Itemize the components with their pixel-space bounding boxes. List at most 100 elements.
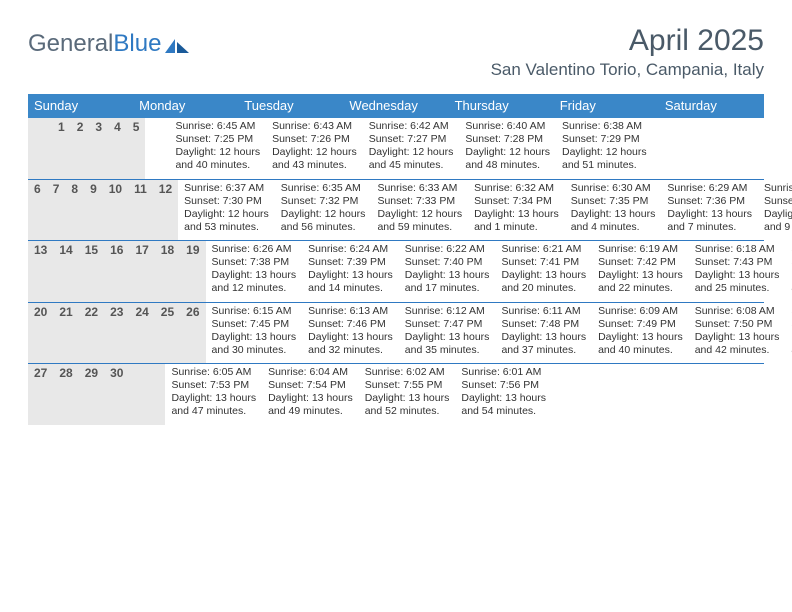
day-number: 16 (104, 241, 129, 302)
day-header-monday: Monday (133, 94, 238, 118)
day-number: 26 (180, 303, 205, 364)
weeks-container: 12345Sunrise: 6:45 AMSunset: 7:25 PMDayl… (28, 118, 764, 425)
day-header-row: Sunday Monday Tuesday Wednesday Thursday… (28, 94, 764, 118)
daylight-text-1: Daylight: 13 hours (695, 269, 780, 282)
day-number: 28 (53, 364, 78, 425)
sunrise-text: Sunrise: 6:02 AM (365, 366, 450, 379)
day-cell: Sunrise: 6:06 AMSunset: 7:51 PMDaylight:… (785, 303, 792, 364)
sunrise-text: Sunrise: 6:37 AM (184, 182, 269, 195)
sunset-text: Sunset: 7:53 PM (171, 379, 256, 392)
sunset-text: Sunset: 7:33 PM (377, 195, 462, 208)
day-number: 8 (65, 180, 84, 241)
day-cell: Sunrise: 6:04 AMSunset: 7:54 PMDaylight:… (262, 364, 359, 425)
daylight-text-2: and 45 minutes. (369, 159, 454, 172)
sunset-text: Sunset: 7:32 PM (281, 195, 366, 208)
sunset-text: Sunset: 7:28 PM (465, 133, 550, 146)
sunset-text: Sunset: 7:27 PM (369, 133, 454, 146)
day-cell: Sunrise: 6:45 AMSunset: 7:25 PMDaylight:… (169, 118, 266, 179)
daylight-text-1: Daylight: 13 hours (212, 331, 297, 344)
day-number (40, 118, 52, 179)
day-cell: Sunrise: 6:13 AMSunset: 7:46 PMDaylight:… (302, 303, 399, 364)
calendar-grid: Sunday Monday Tuesday Wednesday Thursday… (28, 94, 764, 425)
daylight-text-2: and 20 minutes. (501, 282, 586, 295)
day-cell: Sunrise: 6:08 AMSunset: 7:50 PMDaylight:… (689, 303, 786, 364)
sunrise-text: Sunrise: 6:43 AM (272, 120, 357, 133)
calendar-week: 20212223242526Sunrise: 6:15 AMSunset: 7:… (28, 303, 764, 365)
day-number: 10 (103, 180, 128, 241)
calendar-week: 13141516171819Sunrise: 6:26 AMSunset: 7:… (28, 241, 764, 303)
calendar-week: 12345Sunrise: 6:45 AMSunset: 7:25 PMDayl… (28, 118, 764, 180)
day-cell: Sunrise: 6:18 AMSunset: 7:43 PMDaylight:… (689, 241, 786, 302)
daylight-text-2: and 30 minutes. (212, 344, 297, 357)
day-number: 6 (28, 180, 47, 241)
day-cell: Sunrise: 6:29 AMSunset: 7:36 PMDaylight:… (661, 180, 758, 241)
sunrise-text: Sunrise: 6:30 AM (571, 182, 656, 195)
daylight-text-2: and 59 minutes. (377, 221, 462, 234)
daylight-text-2: and 35 minutes. (405, 344, 490, 357)
sunrise-text: Sunrise: 6:38 AM (562, 120, 647, 133)
daylight-text-2: and 7 minutes. (667, 221, 752, 234)
daylight-text-1: Daylight: 12 hours (175, 146, 260, 159)
sunset-text: Sunset: 7:35 PM (571, 195, 656, 208)
sunset-text: Sunset: 7:26 PM (272, 133, 357, 146)
day-number: 29 (79, 364, 104, 425)
day-number (28, 118, 40, 179)
sunrise-text: Sunrise: 6:42 AM (369, 120, 454, 133)
daynum-bar: 20212223242526 (28, 303, 206, 364)
day-cell (564, 364, 576, 425)
day-header-thursday: Thursday (449, 94, 554, 118)
daylight-text-2: and 42 minutes. (695, 344, 780, 357)
sunrise-text: Sunrise: 6:22 AM (405, 243, 490, 256)
daylight-text-2: and 48 minutes. (465, 159, 550, 172)
day-number: 27 (28, 364, 53, 425)
day-cell: Sunrise: 6:01 AMSunset: 7:56 PMDaylight:… (455, 364, 552, 425)
sunset-text: Sunset: 7:56 PM (461, 379, 546, 392)
day-cell: Sunrise: 6:16 AMSunset: 7:44 PMDaylight:… (785, 241, 792, 302)
day-number: 17 (129, 241, 154, 302)
daylight-text-2: and 53 minutes. (184, 221, 269, 234)
logo-text-general: General (28, 30, 113, 58)
daylight-text-1: Daylight: 13 hours (764, 208, 792, 221)
day-cell: Sunrise: 6:22 AMSunset: 7:40 PMDaylight:… (399, 241, 496, 302)
day-cell: Sunrise: 6:21 AMSunset: 7:41 PMDaylight:… (495, 241, 592, 302)
day-header-saturday: Saturday (659, 94, 764, 118)
day-cell: Sunrise: 6:38 AMSunset: 7:29 PMDaylight:… (556, 118, 653, 179)
day-number (153, 364, 165, 425)
daylight-text-1: Daylight: 12 hours (377, 208, 462, 221)
daylight-text-2: and 54 minutes. (461, 405, 546, 418)
sunset-text: Sunset: 7:47 PM (405, 318, 490, 331)
day-header-sunday: Sunday (28, 94, 133, 118)
day-number: 5 (127, 118, 146, 179)
daylight-text-2: and 49 minutes. (268, 405, 353, 418)
sunrise-text: Sunrise: 6:04 AM (268, 366, 353, 379)
daylight-text-2: and 40 minutes. (598, 344, 683, 357)
day-number: 7 (47, 180, 66, 241)
sunset-text: Sunset: 7:42 PM (598, 256, 683, 269)
day-number: 22 (79, 303, 104, 364)
sunset-text: Sunset: 7:54 PM (268, 379, 353, 392)
sunrise-text: Sunrise: 6:11 AM (501, 305, 586, 318)
day-cell: Sunrise: 6:35 AMSunset: 7:32 PMDaylight:… (275, 180, 372, 241)
sunset-text: Sunset: 7:30 PM (184, 195, 269, 208)
daylight-text-2: and 4 minutes. (571, 221, 656, 234)
daylight-text-2: and 17 minutes. (405, 282, 490, 295)
sunset-text: Sunset: 7:29 PM (562, 133, 647, 146)
sunset-text: Sunset: 7:37 PM (764, 195, 792, 208)
sunset-text: Sunset: 7:36 PM (667, 195, 752, 208)
daylight-text-1: Daylight: 13 hours (501, 331, 586, 344)
sunrise-text: Sunrise: 6:33 AM (377, 182, 462, 195)
sunset-text: Sunset: 7:48 PM (501, 318, 586, 331)
day-number: 15 (79, 241, 104, 302)
daylight-text-1: Daylight: 13 hours (695, 331, 780, 344)
daylight-text-1: Daylight: 13 hours (171, 392, 256, 405)
day-number: 11 (128, 180, 153, 241)
daylight-text-1: Daylight: 13 hours (598, 269, 683, 282)
day-header-tuesday: Tuesday (238, 94, 343, 118)
daylight-text-2: and 43 minutes. (272, 159, 357, 172)
page-subtitle: San Valentino Torio, Campania, Italy (491, 60, 764, 80)
page-title: April 2025 (491, 24, 764, 58)
day-number: 21 (53, 303, 78, 364)
daylight-text-1: Daylight: 13 hours (501, 269, 586, 282)
calendar-page: GeneralBlue April 2025 San Valentino Tor… (0, 0, 792, 445)
sunrise-text: Sunrise: 6:24 AM (308, 243, 393, 256)
